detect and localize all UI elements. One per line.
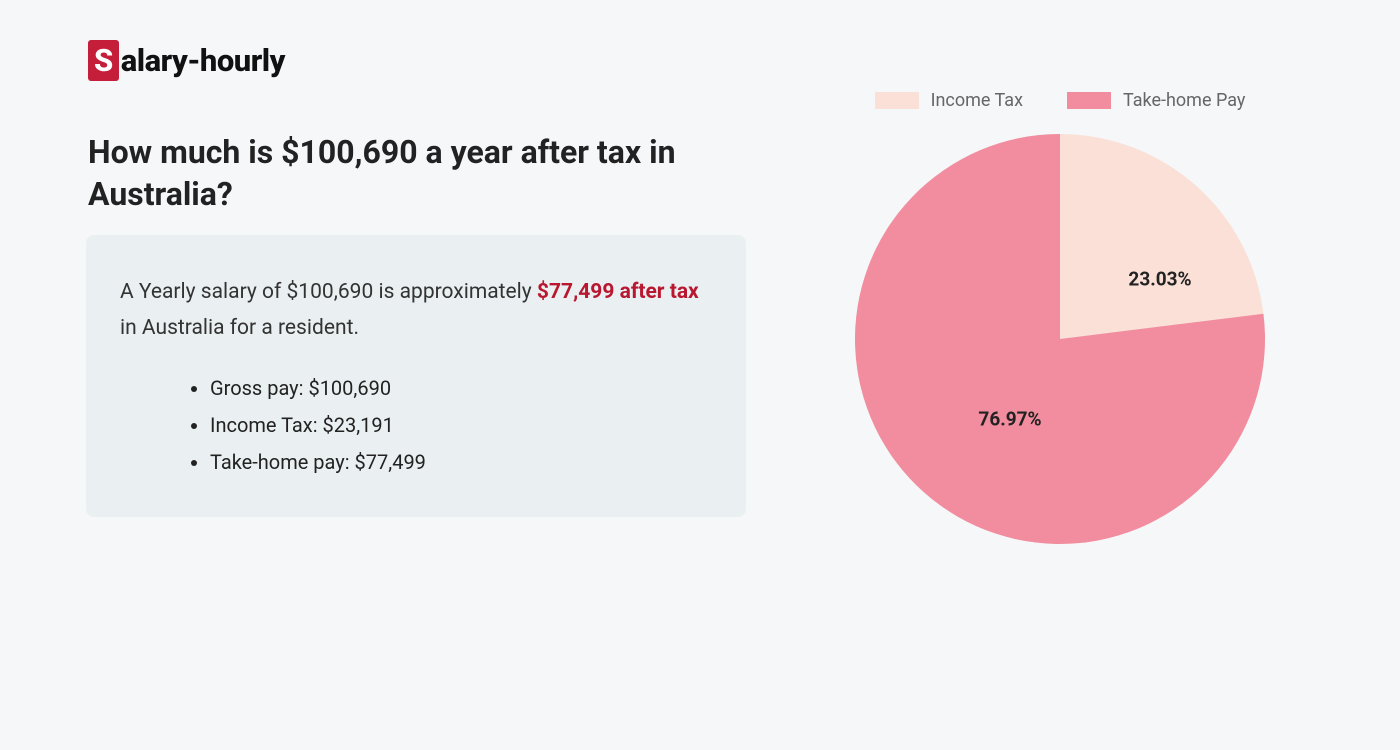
bullet-takehome: Take-home pay: $77,499 bbox=[210, 444, 712, 481]
legend-item-takehome: Take-home Pay bbox=[1067, 90, 1245, 111]
chart-legend: Income Tax Take-home Pay bbox=[820, 90, 1300, 111]
pie-slice bbox=[1060, 134, 1263, 339]
bullet-tax: Income Tax: $23,191 bbox=[210, 407, 712, 444]
summary-post: in Australia for a resident. bbox=[120, 316, 359, 340]
summary-bullets: Gross pay: $100,690 Income Tax: $23,191 … bbox=[120, 370, 712, 481]
legend-swatch-tax bbox=[875, 92, 919, 109]
legend-label-takehome: Take-home Pay bbox=[1123, 90, 1245, 111]
pie-slice-label: 23.03% bbox=[1128, 268, 1191, 291]
legend-swatch-takehome bbox=[1067, 92, 1111, 109]
summary-text: A Yearly salary of $100,690 is approxima… bbox=[120, 275, 712, 346]
pie-chart: 23.03% 76.97% bbox=[850, 129, 1270, 549]
pie-svg bbox=[850, 129, 1270, 549]
summary-box: A Yearly salary of $100,690 is approxima… bbox=[86, 235, 746, 517]
logo-text: alary-hourly bbox=[121, 42, 285, 79]
legend-item-tax: Income Tax bbox=[875, 90, 1023, 111]
logo-badge: S bbox=[88, 40, 119, 81]
bullet-gross: Gross pay: $100,690 bbox=[210, 370, 712, 407]
page-title: How much is $100,690 a year after tax in… bbox=[88, 132, 728, 215]
brand-logo: Salary-hourly bbox=[88, 40, 285, 81]
legend-label-tax: Income Tax bbox=[931, 90, 1023, 111]
pie-chart-region: Income Tax Take-home Pay 23.03% 76.97% bbox=[820, 90, 1300, 549]
pie-slice-label: 76.97% bbox=[978, 408, 1041, 431]
summary-pre: A Yearly salary of $100,690 is approxima… bbox=[120, 280, 537, 304]
summary-highlight: $77,499 after tax bbox=[537, 280, 699, 304]
